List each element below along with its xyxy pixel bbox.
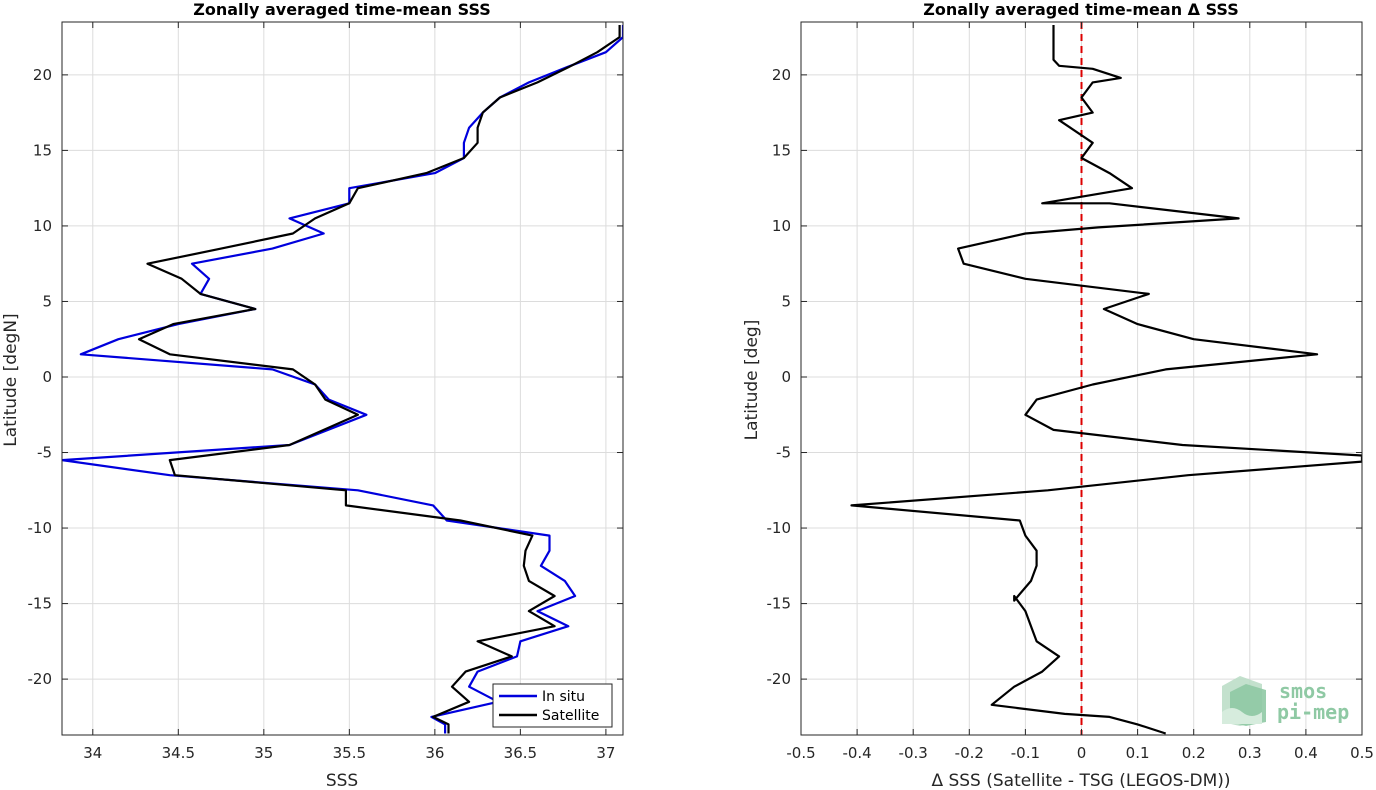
- delta-sss-series-line: [850, 25, 1362, 735]
- smos-pi-mep-logo: smos pi-mep: [1222, 676, 1349, 726]
- left-x-axis-label: SSS: [326, 771, 358, 790]
- left-y-axis-label: Latitude [degN]: [1, 313, 21, 446]
- right-x-tick-label: 0.5: [1350, 744, 1374, 762]
- left-tick-labels: 34 34.5 35 35.5 36 36.5 37 -20 -15 -10 -5 0 5 10 15 20: [28, 22, 623, 762]
- logo-wave: [1222, 708, 1262, 724]
- right-data-line: [850, 25, 1362, 735]
- left-title: Zonally averaged time-mean SSS: [193, 0, 491, 19]
- right-y-tick-label: -15: [767, 595, 792, 613]
- right-x-tick-label: 0: [1077, 744, 1087, 762]
- right-x-tick-label: -0.2: [955, 744, 984, 762]
- right-y-tick-label: 10: [772, 217, 791, 235]
- legend-label-in-situ: In situ: [542, 689, 585, 705]
- left-axes-box: [61, 21, 624, 736]
- right-x-tick-label: -0.4: [842, 744, 871, 762]
- left-x-tick-label: 36: [425, 744, 444, 762]
- left-y-tick-label: -5: [37, 444, 52, 462]
- right-x-tick-label: 0.2: [1182, 744, 1206, 762]
- right-x-axis-label: Δ SSS (Satellite - TSG (LEGOS-DM)): [931, 771, 1230, 790]
- left-x-tick-label: 34: [83, 744, 102, 762]
- right-x-tick-label: -0.3: [899, 744, 928, 762]
- left-y-tick-label: -10: [28, 519, 53, 537]
- right-y-tick-label: -5: [776, 444, 791, 462]
- logo-text-pi-mep: pi-mep: [1277, 700, 1349, 724]
- left-x-tick-label: 35: [254, 744, 273, 762]
- left-y-tick-label: -15: [28, 595, 53, 613]
- right-y-tick-label: 20: [772, 66, 791, 84]
- right-y-tick-label: -10: [767, 519, 792, 537]
- logo-text-smos: smos: [1279, 679, 1327, 703]
- left-y-tick-label: 10: [33, 217, 52, 235]
- right-x-tick-label: 0.3: [1238, 744, 1262, 762]
- panel-left-sss: 34 34.5 35 35.5 36 36.5 37-20-15-10-505101520 …: [1, 0, 624, 790]
- right-title: Zonally averaged time-mean Δ SSS: [923, 0, 1239, 19]
- legend-label-satellite: Satellite: [542, 708, 599, 724]
- legend: In situ Satellite: [492, 683, 613, 728]
- right-y-axis-label: Latitude [deg]: [742, 320, 762, 441]
- left-y-tick-label: -20: [28, 670, 53, 688]
- left-y-tick-label: 15: [33, 141, 52, 159]
- right-y-tick-label: 0: [781, 368, 791, 386]
- left-x-tick-label: 37: [596, 744, 615, 762]
- right-x-tick-label: 0.4: [1294, 744, 1318, 762]
- left-grid: [62, 22, 623, 735]
- panel-right-delta-sss: -0.5 -0.4 -0.3 -0.2 -0.1 0 0.1 0.2 0.3 0.4 0.5 -20 -…: [742, 0, 1374, 790]
- right-x-tick-label: -0.1: [1011, 744, 1040, 762]
- right-y-tick-label: -20: [767, 670, 792, 688]
- right-tick-labels: -0.5 -0.4 -0.3 -0.2 -0.1 0 0.1 0.2 0.3 0.4 0.5 -20 -…: [767, 22, 1374, 762]
- legend-box: [492, 683, 613, 728]
- left-x-tick-label: 35.5: [333, 744, 366, 762]
- right-x-tick-label: 0.1: [1126, 744, 1150, 762]
- right-x-tick-label: -0.5: [786, 744, 815, 762]
- left-x-tick-label: 36.5: [504, 744, 537, 762]
- in-situ-series-line: [62, 25, 623, 734]
- satellite-series-line: [137, 25, 621, 734]
- right-y-tick-label: 5: [781, 292, 791, 310]
- left-y-tick-label: 0: [42, 368, 52, 386]
- right-y-tick-label: 15: [772, 141, 791, 159]
- left-data-lines: [62, 25, 623, 734]
- left-plot-area: [62, 22, 623, 735]
- left-y-tick-label: 20: [33, 66, 52, 84]
- left-y-tick-label: 5: [42, 292, 52, 310]
- left-x-tick-label: 34.5: [162, 744, 195, 762]
